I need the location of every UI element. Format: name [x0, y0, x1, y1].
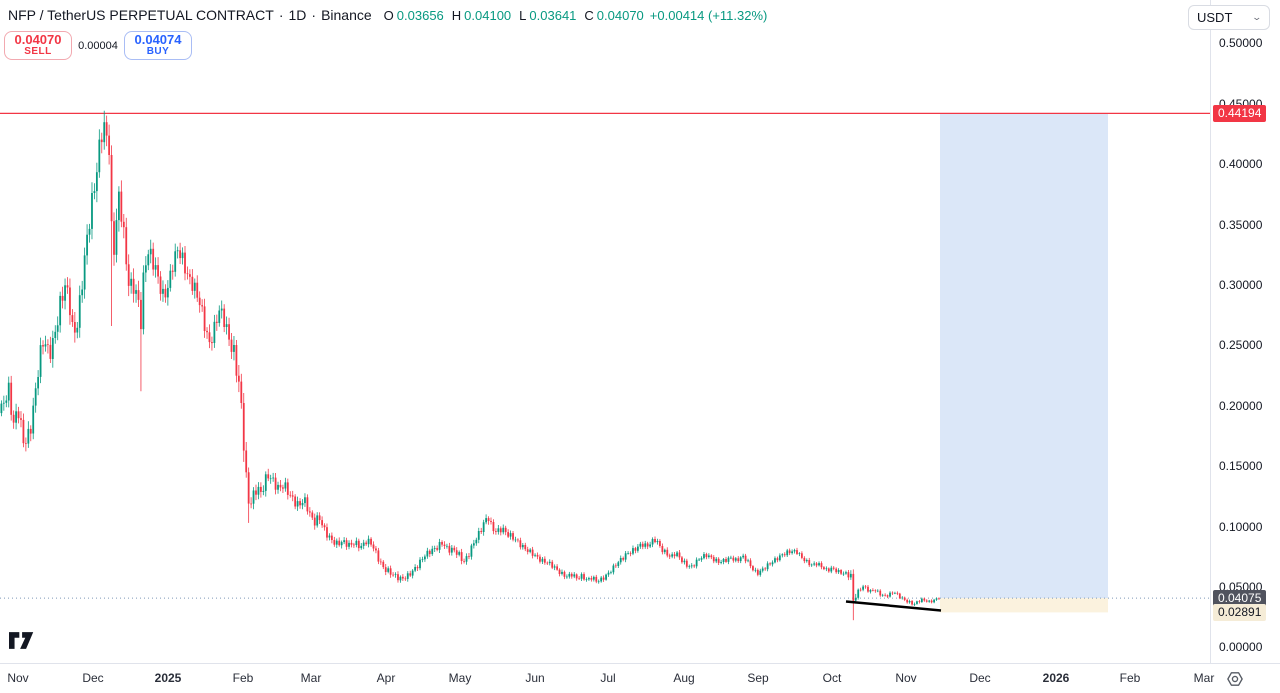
price-tick: 0.15000	[1219, 459, 1263, 473]
time-tick: Feb	[232, 671, 254, 685]
time-tick: Sep	[747, 671, 769, 685]
ohlc-values: O 0.03656 H 0.04100 L 0.03641 C 0.04070 …	[384, 8, 768, 23]
buy-label: BUY	[146, 46, 170, 58]
time-tick: Feb	[1119, 671, 1141, 685]
time-tick: May	[448, 671, 472, 685]
price-axis[interactable]: 0.50000 0.45000 0.40000 0.35000 0.30000 0.250…	[1210, 0, 1280, 663]
close-label: C	[584, 8, 594, 23]
low-value: 0.03641	[529, 8, 577, 23]
price-tick: 0.10000	[1219, 520, 1263, 534]
price-tick: 0.25000	[1219, 338, 1263, 352]
time-tick: Nov	[7, 671, 29, 685]
order-panel: 0.04070 SELL 0.00004 0.04074 BUY	[4, 31, 192, 60]
price-tick: 0.30000	[1219, 278, 1263, 292]
candlestick-chart[interactable]	[0, 0, 1210, 663]
currency-selector[interactable]: USDT ⌄	[1188, 5, 1270, 30]
close-value: 0.04070	[596, 8, 644, 23]
risk-zone[interactable]	[940, 598, 1108, 613]
separator-dot: ·	[311, 7, 317, 23]
sell-label: SELL	[24, 46, 52, 58]
price-tick: 0.20000	[1219, 399, 1263, 413]
time-tick: 2026	[1042, 671, 1070, 685]
interval-label[interactable]: 1D	[288, 7, 307, 23]
candles	[0, 110, 940, 621]
axis-settings-icon[interactable]	[1226, 670, 1244, 688]
time-tick: Dec	[969, 671, 991, 685]
open-value: 0.03656	[396, 8, 444, 23]
price-label: 0.44194	[1213, 105, 1267, 122]
time-tick: Dec	[82, 671, 104, 685]
buy-price: 0.04074	[134, 32, 182, 48]
open-label: O	[383, 8, 394, 23]
price-label: 0.02891	[1213, 604, 1267, 621]
time-axis-labels: Nov Dec 2025 Feb Mar Apr May Jun Jul Aug Sep Oct Nov…	[0, 664, 1216, 693]
time-axis[interactable]: Nov Dec 2025 Feb Mar Apr May Jun Jul Aug Sep Oct Nov…	[0, 663, 1280, 693]
price-label: 0.04075	[1213, 590, 1267, 607]
high-value: 0.04100	[464, 8, 512, 23]
time-tick: Jun	[525, 671, 545, 685]
spread-value: 0.00004	[78, 39, 118, 52]
tradingview-logo-icon[interactable]	[9, 632, 36, 649]
chevron-down-icon: ⌄	[1251, 12, 1263, 22]
separator-dot: ·	[278, 7, 284, 23]
symbol-title[interactable]: NFP / TetherUS PERPETUAL CONTRACT	[8, 7, 274, 23]
time-tick: Mar	[1193, 671, 1215, 685]
time-tick: Apr	[376, 671, 396, 685]
time-tick: Nov	[895, 671, 917, 685]
price-tick: 0.00000	[1219, 640, 1263, 654]
sell-price: 0.04070	[14, 32, 62, 48]
exchange-label: Binance	[321, 7, 372, 23]
change-value: +0.00414 (+11.32%)	[649, 8, 768, 23]
projection-zone[interactable]	[940, 113, 1108, 599]
price-tick: 0.40000	[1219, 157, 1263, 171]
sell-button[interactable]: 0.04070 SELL	[4, 31, 72, 60]
buy-button[interactable]: 0.04074 BUY	[124, 31, 192, 60]
time-tick: Mar	[300, 671, 322, 685]
time-tick: Jul	[600, 671, 616, 685]
currency-value: USDT	[1197, 10, 1233, 25]
time-tick: 2025	[154, 671, 182, 685]
time-tick: Oct	[822, 671, 842, 685]
time-tick: Aug	[673, 671, 695, 685]
price-tick: 0.35000	[1219, 218, 1263, 232]
high-label: H	[451, 8, 462, 23]
symbol-header: NFP / TetherUS PERPETUAL CONTRACT · 1D ·…	[8, 7, 767, 23]
trend-line[interactable]	[845, 600, 942, 612]
price-tick: 0.50000	[1219, 36, 1263, 50]
low-label: L	[519, 8, 527, 23]
